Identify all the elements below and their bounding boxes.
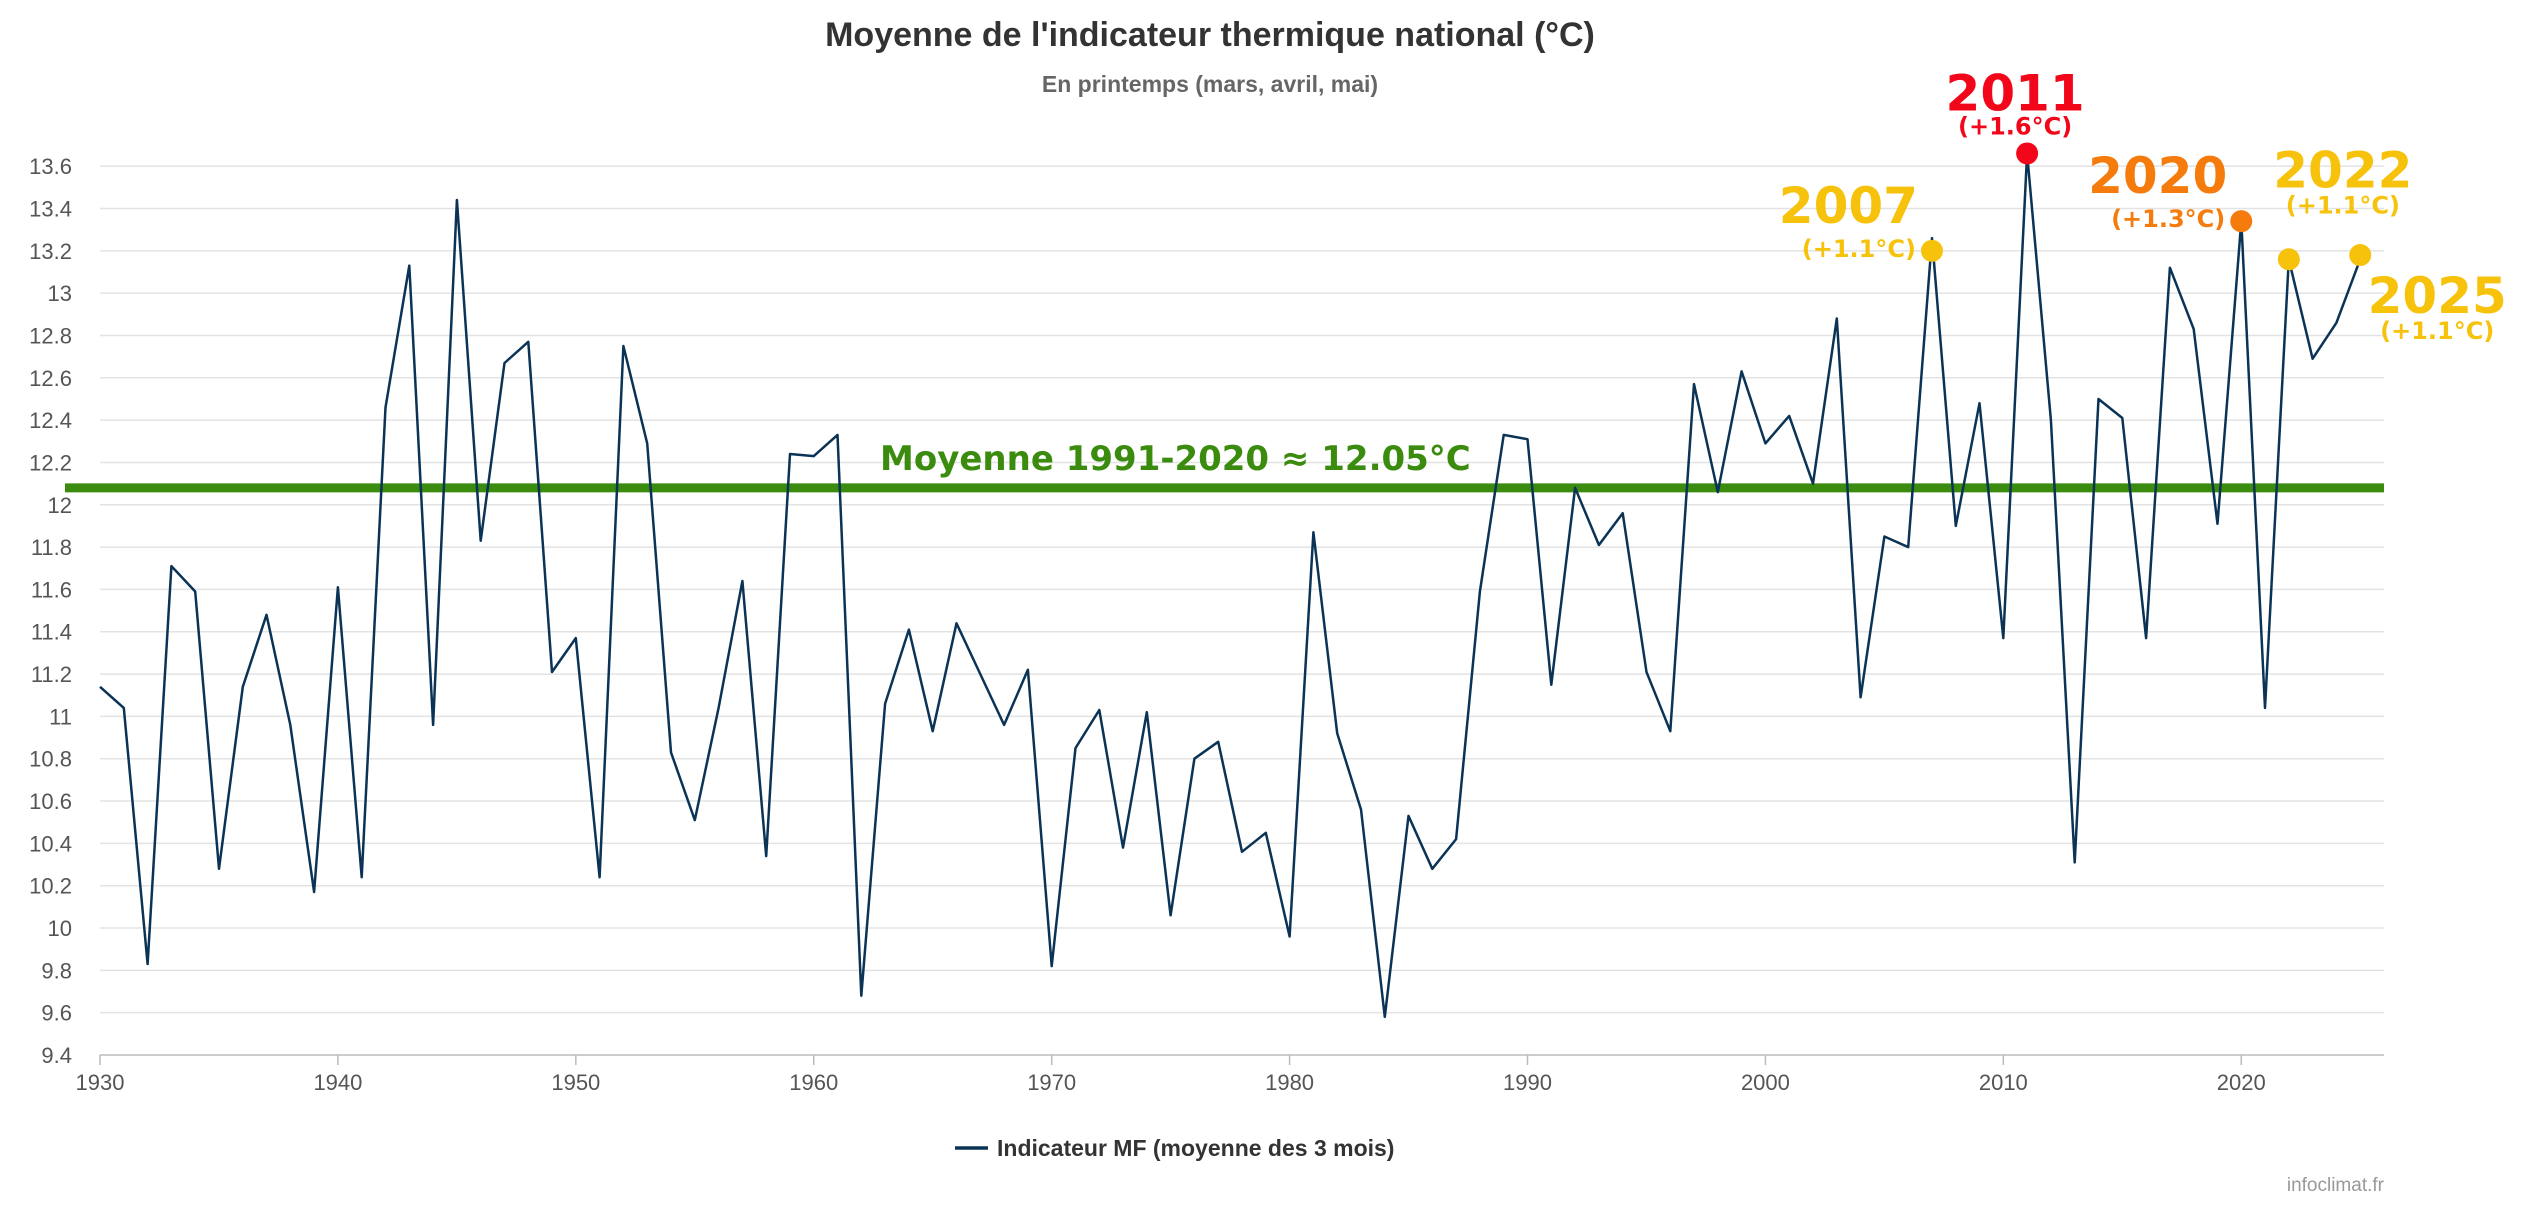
annotation-delta-2020: (+1.3°C) — [2111, 205, 2225, 233]
y-tick-label: 13.6 — [29, 154, 72, 179]
annotation-year-2020: 2020 — [2088, 147, 2227, 205]
annotation-delta-2022: (+1.1°C) — [2286, 191, 2400, 219]
annotation-delta-2011: (+1.6°C) — [1958, 112, 2072, 140]
credits-label[interactable]: infoclimat.fr — [2287, 1175, 2385, 1196]
x-tick-label: 1950 — [551, 1070, 600, 1095]
y-tick-label: 10.2 — [29, 874, 72, 899]
y-tick-label: 12 — [48, 493, 72, 518]
y-tick-label: 10.8 — [29, 747, 72, 772]
y-tick-label: 12.6 — [29, 366, 72, 391]
highlight-point-2020[interactable] — [2230, 210, 2253, 233]
y-tick-label: 12.2 — [29, 450, 72, 475]
y-tick-label: 11.4 — [31, 620, 72, 645]
y-tick-label: 11.6 — [31, 577, 72, 602]
x-tick-label: 2010 — [1979, 1070, 2028, 1095]
annotation-year-2022: 2022 — [2273, 141, 2412, 199]
legend-label[interactable]: Indicateur MF (moyenne des 3 mois) — [997, 1135, 1394, 1161]
chart-subtitle: En printemps (mars, avril, mai) — [1042, 71, 1378, 97]
series-line[interactable] — [99, 152, 2362, 1019]
y-tick-label: 13.2 — [29, 239, 72, 264]
y-tick-label: 12.8 — [29, 323, 72, 348]
y-tick-label: 13.4 — [29, 196, 72, 221]
x-tick-label: 1990 — [1503, 1070, 1552, 1095]
chart-title: Moyenne de l'indicateur thermique nation… — [825, 16, 1595, 54]
annotations-layer: 2007(+1.1°C)2011(+1.6°C)2020(+1.3°C)2022… — [1779, 64, 2507, 345]
annotation-delta-2025: (+1.1°C) — [2380, 317, 2494, 345]
x-tick-label: 1940 — [313, 1070, 362, 1095]
grid-lines — [100, 165, 2384, 1014]
x-tick-label: 1980 — [1265, 1070, 1314, 1095]
y-tick-label: 10 — [48, 916, 72, 941]
legend[interactable]: Indicateur MF (moyenne des 3 mois) — [955, 1135, 1394, 1161]
y-tick-label: 10.4 — [29, 831, 72, 856]
x-axis-ticks: 1930 1940 1950 1960 1970 1980 1990 2000 2010 2020 — [76, 1055, 2266, 1095]
y-tick-label: 11 — [49, 704, 72, 729]
highlight-point-2022[interactable] — [2277, 248, 2300, 271]
x-tick-label: 2000 — [1741, 1070, 1790, 1095]
highlight-point-2007[interactable] — [1920, 239, 1943, 262]
highlight-point-2011[interactable] — [2016, 142, 2039, 165]
y-tick-label: 9.4 — [41, 1043, 72, 1068]
x-tick-label: 1970 — [1027, 1070, 1076, 1095]
annotation-delta-2007: (+1.1°C) — [1802, 235, 1916, 263]
y-axis-ticks: 9.4 9.6 9.8 10 10.2 10.4 10.6 10.8 11 11.2 11.4 11.… — [29, 154, 72, 1068]
reference-line-group: Moyenne 1991-2020 ≈ 12.05°C — [65, 439, 2384, 493]
x-tick-label: 2020 — [2217, 1070, 2266, 1095]
y-tick-label: 10.6 — [29, 789, 72, 814]
x-tick-label: 1960 — [789, 1070, 838, 1095]
y-tick-label: 12.4 — [29, 408, 72, 433]
annotation-year-2007: 2007 — [1779, 177, 1918, 235]
y-tick-label: 9.8 — [41, 958, 72, 983]
annotation-year-2025: 2025 — [2368, 267, 2507, 325]
annotation-year-2011: 2011 — [1946, 64, 2085, 122]
y-tick-label: 11.2 — [31, 662, 72, 687]
x-tick-label: 1930 — [76, 1070, 125, 1095]
y-tick-label: 13 — [48, 281, 72, 306]
mean-reference-label: Moyenne 1991-2020 ≈ 12.05°C — [880, 439, 1471, 479]
y-tick-label: 11.8 — [31, 535, 72, 560]
y-tick-label: 9.6 — [41, 1001, 72, 1026]
highlight-point-2025[interactable] — [2349, 244, 2372, 267]
series-layer — [99, 152, 2362, 1019]
